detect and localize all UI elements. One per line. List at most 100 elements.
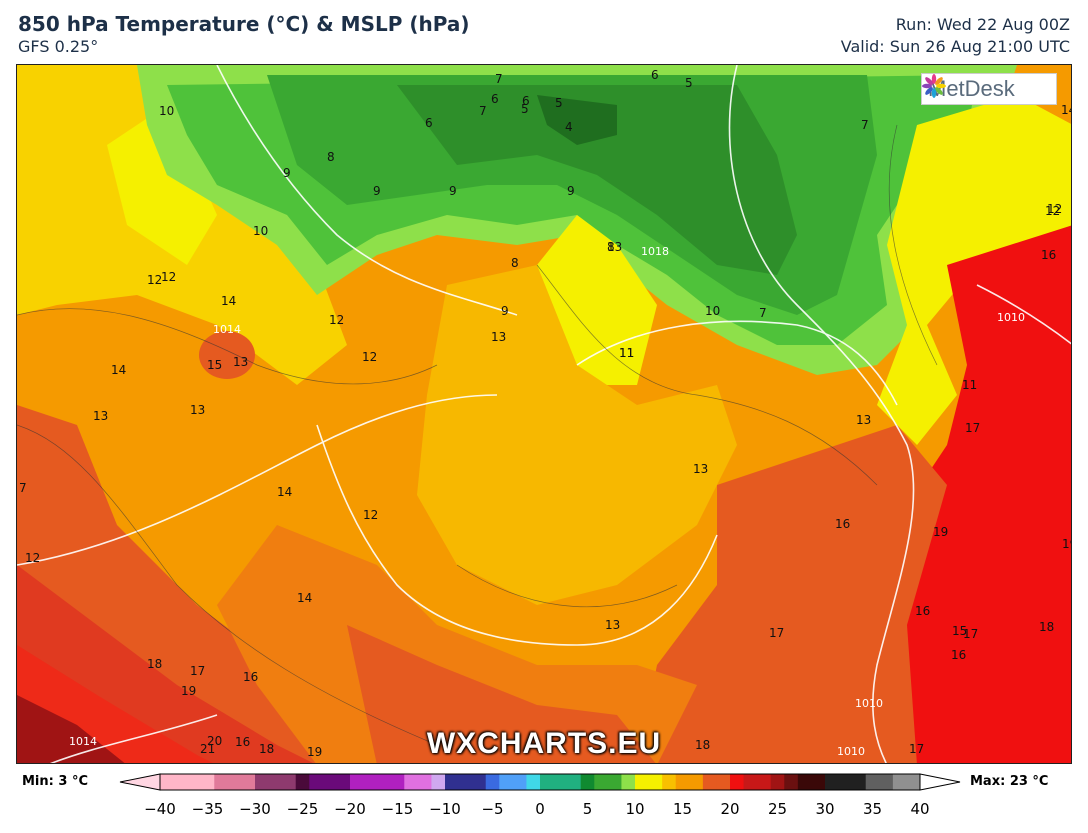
temperature-contour-label: 18	[259, 742, 274, 756]
isobar-label: 1010	[855, 697, 883, 710]
colorbar-swatch	[512, 774, 527, 790]
temperature-contour-label: 13	[491, 330, 506, 344]
temp-zone-16-south	[347, 625, 656, 763]
colorbar-swatch	[852, 774, 867, 790]
temperature-contour-label: 16	[243, 670, 258, 684]
temp-zone-15-south	[217, 525, 697, 763]
colorbar-swatch	[825, 774, 840, 790]
colorbar-swatch	[675, 774, 690, 790]
temperature-contour-label: 9	[501, 304, 509, 318]
colorbar-min-arrow	[119, 773, 161, 791]
temperature-contour-label: 13	[93, 409, 108, 423]
colorbar-tick-label: −20	[334, 800, 366, 818]
colorbar-max-arrow	[919, 773, 961, 791]
temperature-contour-label: 8	[511, 256, 519, 270]
temperature-contour-label: 17	[909, 742, 924, 756]
colorbar-tick-label: 25	[768, 800, 787, 818]
colorbar-swatch	[295, 774, 310, 790]
colorbar-swatch	[838, 774, 853, 790]
colorbar-swatch	[485, 774, 500, 790]
colorbar-swatch	[431, 774, 446, 790]
colorbar-swatch	[404, 774, 419, 790]
temperature-contour-label: 13	[605, 618, 620, 632]
colorbar-swatch	[173, 774, 188, 790]
temperature-contour-label: 9	[567, 184, 575, 198]
temperature-contour-label: 20	[207, 734, 222, 748]
temperature-contour-label: 12	[362, 350, 377, 364]
colorbar-swatch	[377, 774, 392, 790]
colorbar-tick-label: 5	[583, 800, 593, 818]
temp-zone-16-east	[637, 425, 947, 763]
temperature-colorbar: −40 −35 −30 −25 −20 −15 −10 −5 0 5 10 15 20 25 30 35 40	[119, 773, 961, 818]
colorbar-swatch	[472, 774, 487, 790]
colorbar-swatch	[892, 774, 907, 790]
colorbar-swatch	[621, 774, 636, 790]
temperature-contour-label: 17	[190, 664, 205, 678]
temperature-contour-label: 16	[915, 604, 930, 618]
weather-map[interactable]: 7 6 6 5 6 5 4 5 10 6 7 7 8 9 9 9 9 8 7 10 14 12 8 12 13 12 10 9 13 11…	[16, 64, 1072, 764]
temperature-contour-label: 11	[619, 346, 634, 360]
colorbar-swatch	[770, 774, 785, 790]
colorbar-swatch	[350, 774, 365, 790]
model-label: GFS 0.25°	[18, 37, 99, 56]
temperature-contour-label: 6	[522, 94, 530, 108]
temp-zone-19-east	[887, 225, 1071, 763]
temperature-contour-label: 16	[235, 735, 250, 749]
colorbar-swatch	[499, 774, 514, 790]
wxcharts-watermark: WXCHARTS.EU	[426, 727, 662, 760]
temperature-contour-label: 13	[190, 403, 205, 417]
temperature-contour-label: 12	[329, 313, 344, 327]
temperature-contour-label: 16	[951, 648, 966, 662]
temperature-contour-label: 7	[19, 481, 27, 495]
colorbar-swatch	[716, 774, 731, 790]
isobar-label: 1018	[641, 245, 669, 258]
colorbar-swatch	[187, 774, 202, 790]
temperature-contour-label: 9	[449, 184, 457, 198]
metdesk-flower-icon	[922, 74, 946, 98]
colorbar-tick-label: 20	[720, 800, 739, 818]
header-left: 850 hPa Temperature (°C) & MSLP (hPa) GF…	[18, 12, 469, 58]
colorbar-swatch	[743, 774, 758, 790]
colorbar-swatch	[526, 774, 541, 790]
colorbar-swatch	[458, 774, 473, 790]
colorbar-tick-label: −30	[239, 800, 271, 818]
temperature-contour-label: 7	[479, 104, 487, 118]
colorbar-tick-label: −25	[287, 800, 319, 818]
temperature-contour-label: 6	[425, 116, 433, 130]
temperature-contour-label: 6	[651, 68, 659, 82]
temperature-contour-label: 4	[565, 120, 573, 134]
colorbar-swatch	[702, 774, 717, 790]
temp-zone-13	[417, 265, 737, 605]
temperature-contour-label: 9	[283, 166, 291, 180]
temperature-contour-label: 16	[835, 517, 850, 531]
temperature-contour-label: 19	[307, 745, 322, 759]
colorbar-tick-label: −5	[481, 800, 503, 818]
temperature-contour-label: 18	[147, 657, 162, 671]
colorbar-swatch	[865, 774, 880, 790]
temperature-contour-label: 17	[965, 421, 980, 435]
colorbar-swatch	[390, 774, 405, 790]
temp-zone-7	[397, 85, 797, 275]
temperature-contour-label: 13	[233, 355, 248, 369]
colorbar-swatch	[241, 774, 256, 790]
colorbar-swatch	[607, 774, 622, 790]
temperature-contour-label: 14	[1061, 103, 1072, 117]
colorbar-swatch	[540, 774, 555, 790]
colorbar-swatch	[282, 774, 297, 790]
colorbar-swatch	[635, 774, 650, 790]
temperature-contour-label: 18	[695, 738, 710, 752]
colorbar-swatch	[363, 774, 378, 790]
temp-zone-21	[17, 695, 125, 763]
temperature-contour-label: 5	[555, 96, 563, 110]
colorbar-swatch	[580, 774, 595, 790]
temperature-contour-label: 10	[705, 304, 720, 318]
colorbar-tick-label: 40	[910, 800, 929, 818]
colorbar-swatch	[268, 774, 283, 790]
temperature-contour-label: 12	[147, 273, 162, 287]
isobar-label: 1014	[69, 735, 97, 748]
colorbar-swatch	[336, 774, 351, 790]
isobar-label: 1010	[997, 311, 1025, 324]
metdesk-logo-text: MetDesk	[928, 76, 1015, 101]
temperature-contour-label: 10	[253, 224, 268, 238]
isobar-lines	[17, 65, 1071, 763]
